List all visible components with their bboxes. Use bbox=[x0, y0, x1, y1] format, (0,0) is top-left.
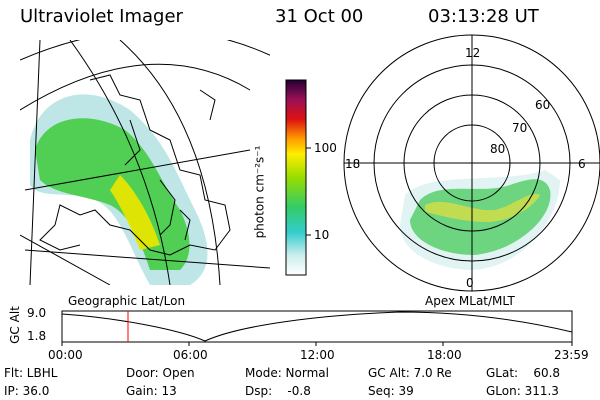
mlt-label-6: 6 bbox=[578, 157, 586, 171]
coastlines bbox=[39, 74, 231, 256]
lat-label-60: 60 bbox=[535, 98, 551, 112]
polar-plot bbox=[343, 34, 600, 292]
lat-label-70: 70 bbox=[512, 121, 528, 135]
geo-map-caption: Geographic Lat/Lon bbox=[68, 294, 186, 308]
status-seq: Seq: 39 bbox=[368, 384, 414, 398]
polar-caption: Apex MLat/MLT bbox=[425, 294, 515, 308]
colorbar-unit-label: photon cm⁻²s⁻¹ bbox=[252, 145, 267, 239]
time-tick-2359: 23:59 bbox=[554, 348, 589, 362]
time-label: 03:13:28 UT bbox=[428, 6, 539, 27]
status-dsp: Dsp: -0.8 bbox=[245, 384, 311, 398]
lat-label-80: 80 bbox=[490, 142, 506, 156]
aurora-core-geo bbox=[110, 175, 160, 250]
status-ip: IP: 36.0 bbox=[4, 384, 50, 398]
instrument-title: Ultraviolet Imager bbox=[20, 6, 183, 27]
mlt-label-0: 0 bbox=[466, 276, 474, 290]
colorbar-tick-100: 100 bbox=[314, 141, 337, 155]
altitude-curve bbox=[61, 311, 573, 342]
status-glon: GLon: 311.3 bbox=[486, 384, 559, 398]
altitude-ytick-1-8: 1.8 bbox=[27, 329, 47, 343]
aurora-glow-polar bbox=[400, 170, 560, 270]
aurora-core-polar bbox=[425, 193, 540, 222]
date-label: 31 Oct 00 bbox=[275, 6, 364, 27]
mlt-label-12: 12 bbox=[465, 46, 481, 60]
time-tick-1800: 18:00 bbox=[427, 348, 462, 362]
altitude-ytick-9: 9.0 bbox=[27, 306, 47, 320]
geographic-map bbox=[20, 40, 270, 285]
altitude-ylabel: GC Alt bbox=[7, 306, 22, 344]
status-door: Door: Open bbox=[126, 366, 195, 380]
colorbar bbox=[285, 79, 307, 276]
colorbar-tick-10: 10 bbox=[314, 228, 330, 242]
status-mode: Mode: Normal bbox=[245, 366, 329, 380]
mlt-label-18: 18 bbox=[345, 157, 361, 171]
status-flt: Flt: LBHL bbox=[4, 366, 58, 380]
time-tick-1200: 12:00 bbox=[300, 348, 335, 362]
time-tick-0000: 00:00 bbox=[48, 348, 83, 362]
altitude-strip bbox=[61, 310, 573, 346]
altitude-plot-frame bbox=[61, 310, 573, 343]
status-gain: Gain: 13 bbox=[126, 384, 177, 398]
time-tick-0600: 06:00 bbox=[173, 348, 208, 362]
status-glat: GLat: 60.8 bbox=[486, 366, 561, 380]
status-gc-alt: GC Alt: 7.0 Re bbox=[368, 366, 452, 380]
